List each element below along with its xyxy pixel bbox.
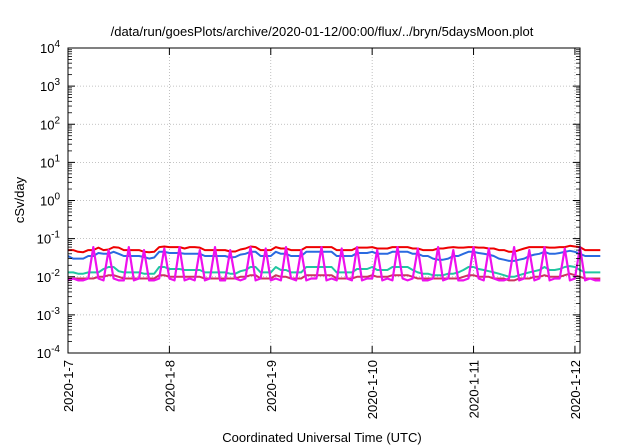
x-tick-label: 2020-1-9 (264, 360, 279, 412)
x-tick-label: 2020-1-10 (365, 360, 380, 419)
series-layer (67, 244, 601, 282)
x-tick-label: 2020-1-8 (162, 360, 177, 412)
chart-title: /data/run/goesPlots/archive/2020-01-12/0… (111, 24, 534, 39)
y-tick-label: 10-2 (37, 268, 61, 285)
x-tick-label: 2020-1-12 (568, 360, 583, 419)
x-tick-label: 2020-1-7 (61, 360, 76, 412)
y-tick-label: 101 (40, 153, 60, 170)
series-line-3 (68, 265, 601, 278)
series-line-1 (68, 244, 601, 254)
x-axis-label: Coordinated Universal Time (UTC) (222, 430, 421, 445)
y-axis-label: cSv/day (12, 176, 27, 223)
y-tick-label: 10-4 (37, 344, 61, 361)
y-tick-label: 103 (40, 77, 60, 94)
grid (68, 48, 580, 353)
x-tick-label: 2020-1-11 (467, 360, 482, 418)
y-tick-label: 104 (40, 39, 60, 56)
y-tick-label: 10-1 (37, 230, 61, 247)
y-tick-label: 10-3 (37, 306, 61, 323)
axis-ticks: 10-4 10-3 10-2 10-1 100 101 102 103 104 2020-1-7 2… (37, 39, 583, 419)
series-line-4 (68, 272, 601, 282)
y-tick-label: 102 (40, 115, 60, 132)
y-tick-label: 100 (40, 192, 60, 209)
series-line-5 (67, 246, 601, 282)
